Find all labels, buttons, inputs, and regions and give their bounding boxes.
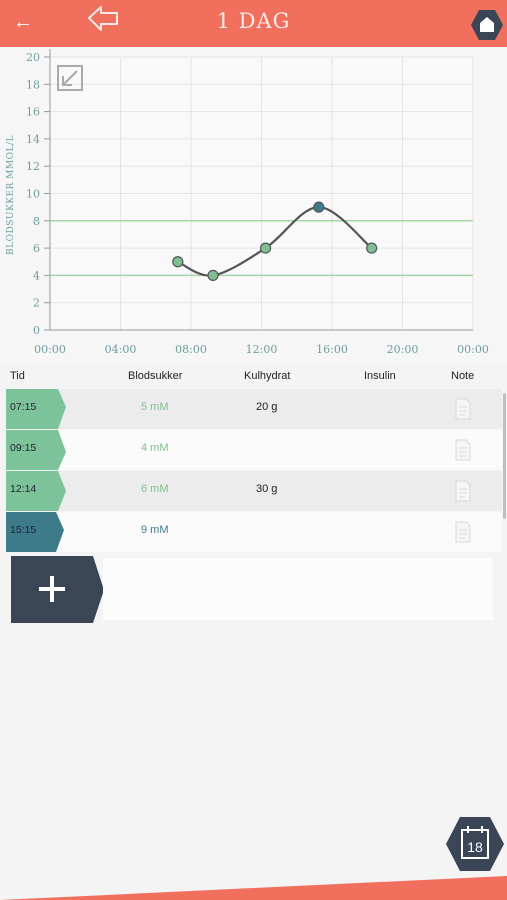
data-point: [366, 242, 378, 254]
x-tick-label: 04:00: [105, 343, 137, 356]
add-entry-button[interactable]: [11, 556, 105, 624]
table-row[interactable]: 15:15 9 mM: [6, 512, 502, 552]
y-tick-label: 12: [26, 160, 40, 173]
header-time: Tid: [10, 370, 25, 382]
data-point: [207, 269, 219, 281]
x-tick-label: 00:00: [34, 343, 66, 356]
top-bar: ← 1 DAG: [0, 0, 507, 47]
data-point: [259, 242, 272, 254]
header-carbs: Kulhydrat: [244, 370, 291, 382]
row-carbs: 30 g: [256, 483, 278, 495]
y-tick-label: 16: [26, 106, 40, 119]
note-icon[interactable]: [454, 439, 472, 461]
row-bloodsugar: 9 mM: [141, 524, 169, 536]
x-tick-label: 12:00: [246, 343, 278, 356]
x-tick-label: 08:00: [175, 343, 207, 356]
page-title: 1 DAG: [216, 9, 291, 33]
row-bloodsugar: 5 mM: [141, 401, 169, 413]
scrollbar[interactable]: [503, 393, 506, 519]
previous-day-icon[interactable]: [86, 4, 120, 34]
header-note: Note: [451, 370, 475, 382]
bloodsugar-chart: 0 2 4 6 8 10 12 14 16 18 20 00:00 04:00 08:00 12:00 16:…: [6, 49, 489, 356]
data-point: [313, 201, 325, 213]
add-entry-row: [103, 558, 493, 620]
time-tag: [6, 430, 66, 470]
header-bloodsugar: Blodsukker: [128, 370, 183, 382]
time-tag: [6, 471, 66, 511]
y-tick-label: 10: [26, 188, 40, 201]
note-icon[interactable]: [454, 521, 472, 543]
y-tick-label: 0: [33, 324, 40, 337]
table-row[interactable]: 07:15 5 mM 20 g: [6, 389, 502, 429]
row-bloodsugar: 4 mM: [141, 442, 169, 454]
x-tick-label: 16:00: [316, 343, 348, 356]
y-tick-label: 20: [26, 51, 40, 64]
expand-icon[interactable]: [57, 65, 83, 91]
bottom-accent-strip: [0, 876, 507, 900]
row-carbs: 20 g: [256, 401, 278, 413]
x-tick-label: 00:00: [457, 343, 489, 356]
header-insulin: Insulin: [364, 370, 396, 382]
row-time: 15:15: [10, 524, 37, 536]
home-icon[interactable]: [470, 9, 504, 41]
y-tick-label: 8: [33, 215, 40, 228]
calendar-day: 18: [467, 839, 483, 855]
time-tag: [6, 512, 64, 552]
y-tick-label: 4: [33, 269, 40, 282]
row-time: 12:14: [10, 483, 37, 495]
y-axis-label: BLODSUKKER MMOL/L: [6, 135, 16, 255]
table-header: Tid Blodsukker Kulhydrat Insulin Note: [0, 370, 507, 386]
bloodsugar-chart-area: 0 2 4 6 8 10 12 14 16 18 20 00:00 04:00 08:00 12:00 16:…: [0, 47, 507, 365]
table-row[interactable]: 12:14 6 mM 30 g: [6, 471, 502, 511]
back-arrow-icon[interactable]: ←: [13, 11, 33, 33]
data-point: [172, 256, 184, 268]
x-tick-label: 20:00: [387, 343, 419, 356]
y-tick-label: 14: [26, 133, 40, 146]
note-icon[interactable]: [454, 480, 472, 502]
calendar-button[interactable]: 18: [446, 817, 504, 871]
row-bloodsugar: 6 mM: [141, 483, 169, 495]
time-tag: [6, 389, 66, 429]
table-row[interactable]: 09:15 4 mM: [6, 430, 502, 470]
row-time: 07:15: [10, 401, 37, 413]
note-icon[interactable]: [454, 398, 472, 420]
y-tick-label: 18: [26, 78, 40, 91]
row-time: 09:15: [10, 442, 37, 454]
y-tick-label: 6: [33, 242, 40, 255]
y-tick-label: 2: [33, 297, 40, 310]
